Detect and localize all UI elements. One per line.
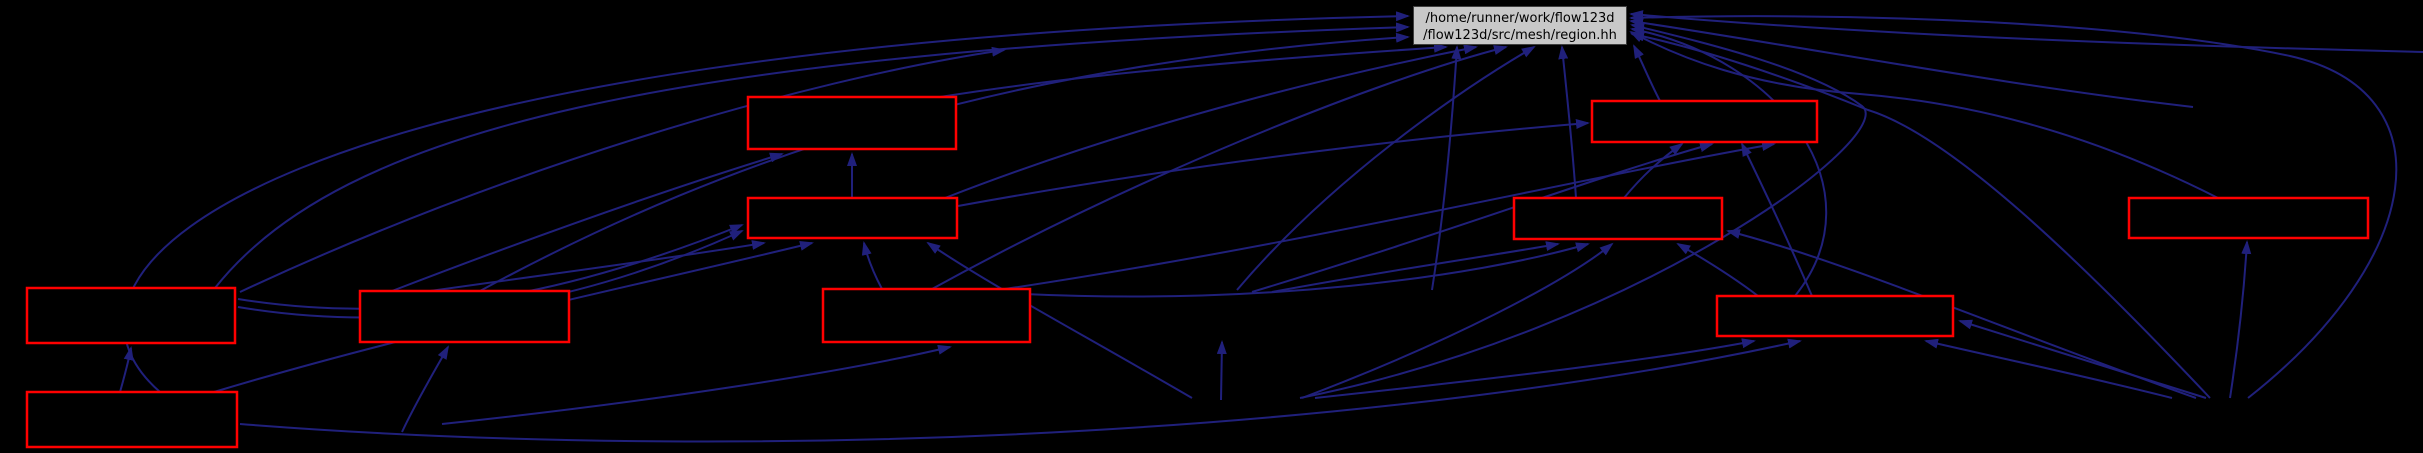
node-group [25, 95, 2370, 449]
dependency-node-a[interactable] [746, 95, 958, 151]
dependency-node-c[interactable] [746, 196, 959, 240]
edge-a-to-root [939, 42, 1448, 98]
edge-h-to-c [861, 241, 883, 290]
edge-i-to-d [1676, 243, 1759, 297]
edge-f-to-root [214, 22, 1410, 289]
edge-hidden-right-to-root [1629, 17, 2194, 108]
dependency-node-b[interactable] [1590, 99, 1819, 144]
edge-i-to-root [1630, 26, 1828, 297]
edge-hidden-center-to-root [1236, 45, 1536, 291]
edge-offscreen-right-to-root [1629, 10, 2423, 53]
edge-hidden-bottom-center-to-i [1314, 338, 1756, 399]
edge-h-to-d [1023, 242, 1590, 298]
dependency-node-j[interactable] [25, 390, 239, 449]
edge-hidden-bottom-right-to-e [2229, 240, 2252, 399]
edge-h-to-b [1004, 141, 1776, 290]
edge-g-to-a [391, 152, 784, 292]
edge-hidden-bottom-right-to-root [1629, 12, 2398, 399]
edge-hidden-bottom-center-to-d [1301, 242, 1614, 399]
edge-hidden-bottom-center-to-hidden-center [1216, 340, 1227, 401]
edge-hidden-center-2-to-root [1431, 45, 1462, 291]
edge-c-to-root [944, 44, 1478, 199]
dependency-node-i[interactable] [1715, 294, 1955, 338]
edge-hidden-center-to-d [1271, 241, 1560, 293]
edge-e-to-root [1629, 31, 2219, 199]
edge-c-to-b [957, 119, 1590, 207]
edge-d-to-root [1558, 45, 1577, 199]
edge-b-to-root [1633, 44, 1661, 102]
dependency-node-h[interactable] [821, 287, 1032, 344]
main-node-path-line1: /home/runner/work/flow123d [1425, 11, 1615, 26]
edge-hidden-bottom-left-to-g [401, 345, 449, 433]
edge-group [119, 10, 2423, 443]
edge-i-to-b [1741, 142, 1813, 297]
edge-h-to-root [931, 45, 1508, 290]
main-node-path-line2: /flow123d/src/mesh/region.hh [1423, 28, 1617, 43]
dependency-node-f[interactable] [25, 286, 237, 345]
edge-hidden-bottom-right-to-root [1630, 31, 2211, 399]
dependency-node-d[interactable] [1512, 196, 1724, 241]
edge-hidden-bottom-right-to-i [1958, 319, 2207, 399]
dependency-node-g[interactable] [358, 289, 571, 344]
edge-g-to-c [429, 240, 766, 292]
edge-f-to-hidden-top-center [239, 46, 1006, 293]
main-node[interactable]: /home/runner/work/flow123d /flow123d/src… [1413, 6, 1627, 45]
edge-j-to-f [119, 346, 134, 393]
dependency-node-e[interactable] [2127, 196, 2370, 240]
edge-j-to-i [239, 338, 1802, 443]
edge-hidden-bottom-center-to-root [1299, 22, 1867, 399]
edge-hidden-bottom-center-to-c [926, 241, 1193, 399]
edge-hidden-bottom-left-to-h [441, 344, 952, 425]
edge-hidden-bottom-right-to-i [1924, 338, 2173, 399]
